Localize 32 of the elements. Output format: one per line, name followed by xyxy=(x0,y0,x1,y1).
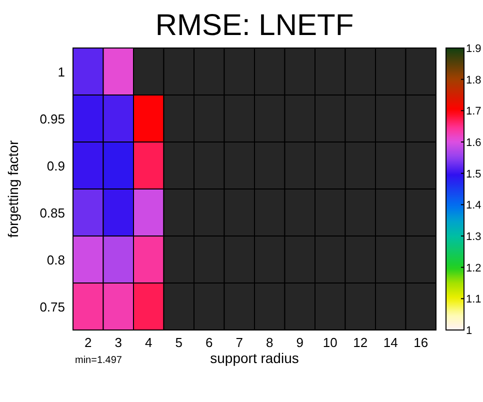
color-bar-label: 1.8 xyxy=(466,74,482,86)
y-tick-label: 1 xyxy=(58,64,65,80)
x-tick-label: 16 xyxy=(414,335,428,350)
x-tick-label: 4 xyxy=(145,335,152,350)
color-bar-label: 1.6 xyxy=(466,137,482,149)
color-bar-label: 1 xyxy=(466,325,472,337)
x-tick-label: 10 xyxy=(322,335,338,350)
y-axis-title: forgetting factor xyxy=(5,140,21,238)
y-tick-label: 0.85 xyxy=(40,206,65,220)
y-tick-label: 0.9 xyxy=(46,158,65,174)
x-axis-title: support radius xyxy=(210,350,299,366)
x-tick-label: 3 xyxy=(114,335,122,350)
x-tick-label: 14 xyxy=(383,335,398,350)
x-tick-label: 2 xyxy=(84,335,92,350)
color-bar-label: 1.4 xyxy=(466,200,482,212)
x-tick-label: 8 xyxy=(266,335,274,350)
y-tick-label: 0.75 xyxy=(40,300,65,314)
x-tick-label: 12 xyxy=(353,335,368,350)
color-bar-label: 1.1 xyxy=(466,294,482,306)
x-tick-label: 6 xyxy=(206,335,213,350)
y-tick-label: 0.95 xyxy=(40,112,65,126)
x-tick-label: 5 xyxy=(175,335,182,350)
color-bar-label: 1.7 xyxy=(466,106,482,118)
x-tick-label: 9 xyxy=(296,335,304,350)
color-bar-label: 1.5 xyxy=(466,168,482,180)
y-tick-label: 0.8 xyxy=(46,252,65,268)
x-tick-label: 7 xyxy=(236,335,243,350)
color-bar-label: 1.2 xyxy=(466,262,482,274)
text: min=1.497 xyxy=(75,355,122,366)
color-bar-label: 1.3 xyxy=(466,231,482,243)
chart-title: RMSE: LNETF xyxy=(155,9,354,42)
color-bar-label: 1.9 xyxy=(466,43,482,55)
